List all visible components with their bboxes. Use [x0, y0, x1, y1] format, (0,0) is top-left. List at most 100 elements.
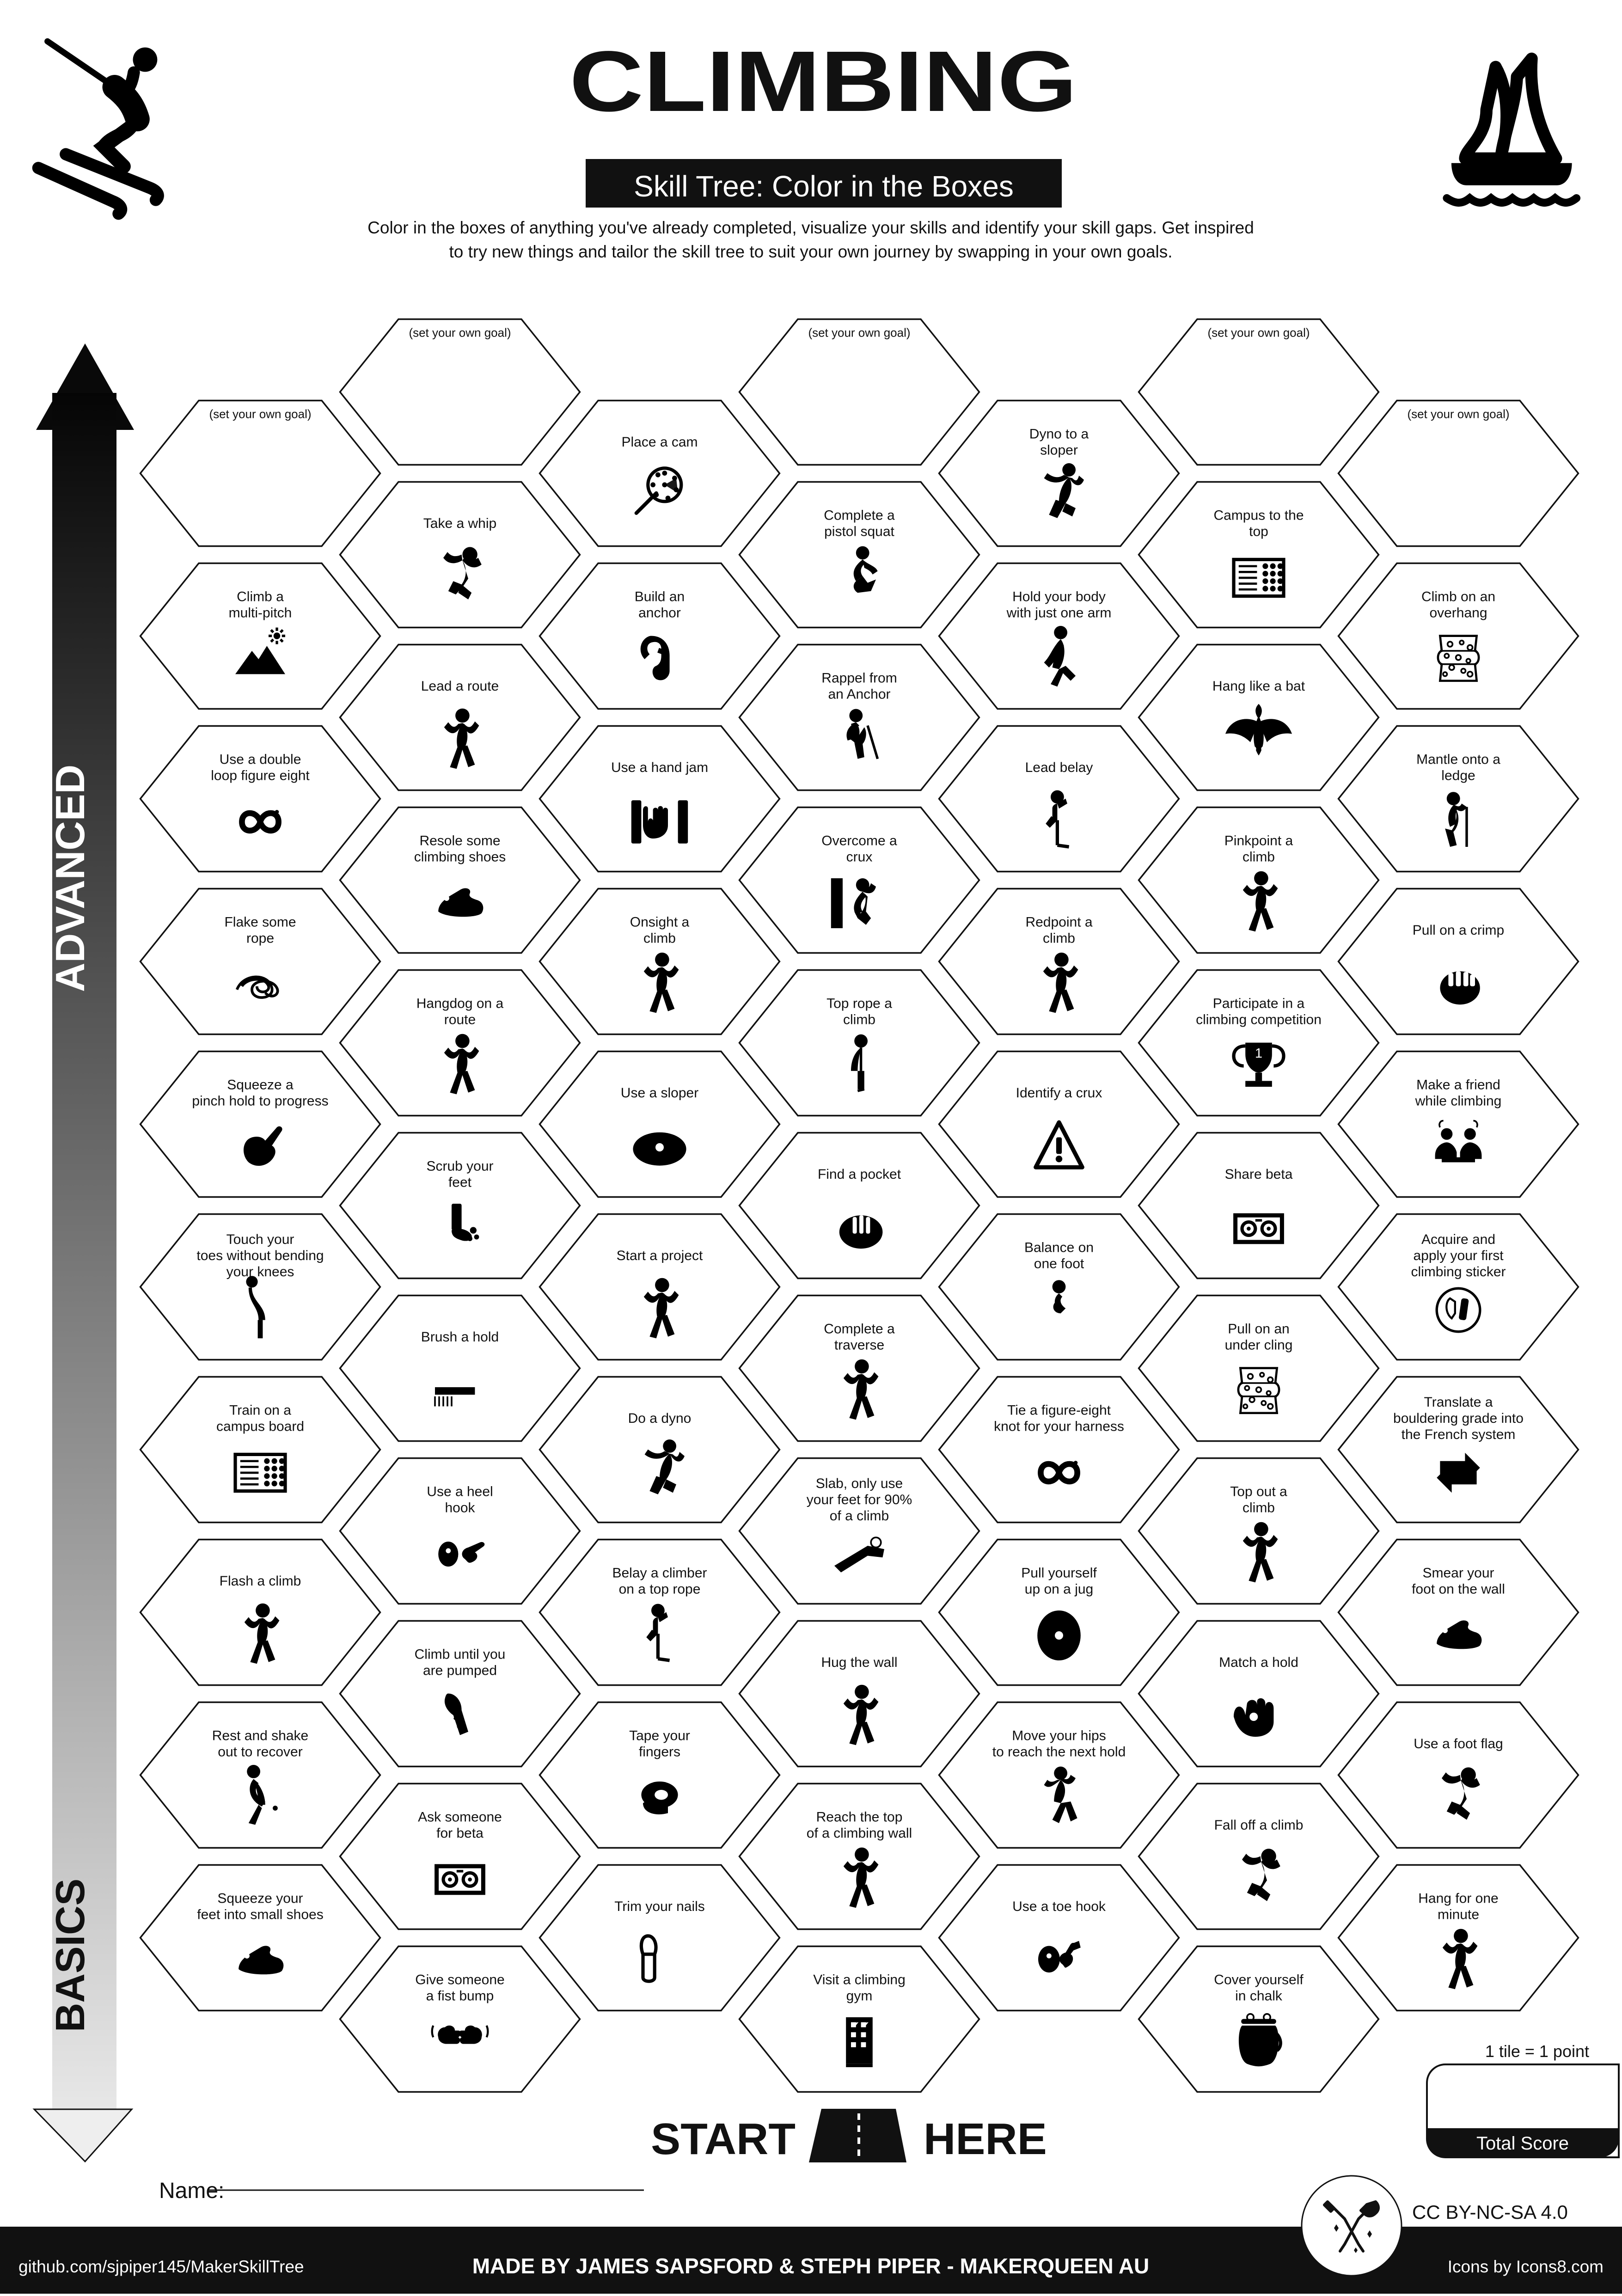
svg-text:campus board: campus board	[216, 1419, 304, 1434]
svg-text:ledge: ledge	[1441, 768, 1475, 784]
svg-text:to try new things and tailor t: to try new things and tailor the skill t…	[449, 242, 1172, 261]
svg-text:Color in the boxes of anything: Color in the boxes of anything you've al…	[367, 218, 1254, 237]
svg-text:Top out a: Top out a	[1230, 1484, 1287, 1500]
svg-text:(set your own goal): (set your own goal)	[1207, 326, 1310, 340]
svg-text:a fist bump: a fist bump	[426, 1989, 494, 2004]
svg-text:top: top	[1249, 524, 1268, 539]
svg-text:hook: hook	[445, 1500, 475, 1516]
svg-text:rope: rope	[246, 931, 274, 946]
svg-text:route: route	[444, 1012, 476, 1028]
svg-text:Climb a: Climb a	[237, 589, 284, 605]
svg-text:Ask someone: Ask someone	[418, 1810, 502, 1825]
svg-text:Do a dyno: Do a dyno	[628, 1411, 692, 1426]
svg-text:Move your hips: Move your hips	[1012, 1728, 1106, 1744]
svg-text:climb: climb	[843, 1012, 875, 1028]
svg-text:Resole some: Resole some	[419, 833, 500, 849]
svg-text:Hang like a bat: Hang like a bat	[1212, 679, 1305, 694]
svg-text:while climbing: while climbing	[1415, 1094, 1502, 1109]
svg-text:Brush a hold: Brush a hold	[421, 1329, 499, 1345]
svg-text:Complete a: Complete a	[824, 1322, 895, 1337]
svg-text:Tie a figure-eight: Tie a figure-eight	[1007, 1403, 1111, 1418]
svg-text:climbing sticker: climbing sticker	[1411, 1264, 1506, 1280]
svg-text:minute: minute	[1438, 1907, 1479, 1923]
svg-text:HERE: HERE	[924, 2114, 1047, 2164]
svg-text:Use a foot flag: Use a foot flag	[1414, 1736, 1503, 1751]
svg-text:Cover yourself: Cover yourself	[1214, 1972, 1304, 1988]
svg-text:sloper: sloper	[1040, 443, 1078, 458]
svg-text:Make a friend: Make a friend	[1416, 1078, 1500, 1093]
svg-text:Use a sloper: Use a sloper	[621, 1085, 698, 1101]
svg-text:of a climbing wall: of a climbing wall	[807, 1826, 912, 1841]
svg-text:in chalk: in chalk	[1235, 1989, 1283, 2004]
svg-text:Pull on a crimp: Pull on a crimp	[1413, 923, 1504, 938]
svg-text:Match a hold: Match a hold	[1219, 1655, 1298, 1670]
svg-text:Lead belay: Lead belay	[1025, 760, 1093, 775]
svg-text:multi-pitch: multi-pitch	[229, 606, 292, 621]
svg-text:Rest and shake: Rest and shake	[212, 1728, 308, 1744]
svg-text:Campus to the: Campus to the	[1213, 508, 1304, 523]
svg-text:loop figure eight: loop figure eight	[211, 768, 310, 784]
svg-text:Climb on an: Climb on an	[1421, 589, 1495, 605]
svg-text:Start a project: Start a project	[617, 1248, 703, 1263]
svg-text:Pull yourself: Pull yourself	[1021, 1566, 1097, 1581]
svg-text:Hangdog on a: Hangdog on a	[416, 996, 504, 1011]
svg-text:Give someone: Give someone	[415, 1972, 504, 1988]
svg-text:Pull on an: Pull on an	[1228, 1322, 1289, 1337]
svg-text:MADE BY JAMES SAPSFORD & STEPH: MADE BY JAMES SAPSFORD & STEPH PIPER - M…	[472, 2254, 1150, 2278]
svg-text:Balance on: Balance on	[1024, 1240, 1094, 1255]
svg-text:Overcome a: Overcome a	[821, 833, 897, 849]
svg-text:your knees: your knees	[226, 1264, 294, 1280]
svg-text:your feet for 90%: your feet for 90%	[807, 1492, 912, 1507]
svg-text:ADVANCED: ADVANCED	[47, 765, 93, 992]
svg-text:of a climb: of a climb	[830, 1508, 889, 1524]
svg-text:Tape your: Tape your	[629, 1728, 690, 1744]
svg-text:Dyno to a: Dyno to a	[1029, 427, 1089, 442]
svg-text:Belay a climber: Belay a climber	[612, 1566, 707, 1581]
svg-text:Complete a: Complete a	[824, 508, 895, 523]
svg-text:1: 1	[1255, 1046, 1262, 1061]
svg-text:pinch hold to progress: pinch hold to progress	[192, 1094, 328, 1109]
svg-text:Train on a: Train on a	[229, 1403, 291, 1418]
svg-text:Squeeze a: Squeeze a	[227, 1078, 294, 1093]
svg-text:Lead a route: Lead a route	[421, 679, 499, 694]
svg-text:Use a toe hook: Use a toe hook	[1012, 1899, 1106, 1914]
svg-text:github.com/sjpiper145/MakerSki: github.com/sjpiper145/MakerSkillTree	[18, 2257, 304, 2276]
svg-text:an Anchor: an Anchor	[828, 687, 890, 702]
svg-text:Scrub your: Scrub your	[426, 1159, 493, 1174]
svg-text:toes without bending: toes without bending	[196, 1248, 324, 1263]
svg-text:Hang for one: Hang for one	[1418, 1891, 1498, 1906]
svg-text:Translate a: Translate a	[1424, 1395, 1493, 1410]
svg-text:Top rope a: Top rope a	[826, 996, 892, 1011]
svg-text:Hug the wall: Hug the wall	[821, 1655, 897, 1670]
svg-text:gym: gym	[846, 1989, 873, 2004]
svg-text:Pinkpoint a: Pinkpoint a	[1224, 833, 1293, 849]
svg-text:Place a cam: Place a cam	[621, 435, 698, 450]
svg-text:one foot: one foot	[1034, 1256, 1084, 1272]
svg-text:(set your own goal): (set your own goal)	[808, 326, 910, 340]
svg-text:Hold your body: Hold your body	[1012, 589, 1106, 605]
svg-text:Acquire and: Acquire and	[1421, 1232, 1495, 1247]
svg-text:Reach the top: Reach the top	[816, 1810, 903, 1825]
svg-text:1 tile = 1 point: 1 tile = 1 point	[1485, 2042, 1589, 2061]
svg-text:climb: climb	[1243, 1500, 1275, 1516]
svg-text:overhang: overhang	[1429, 606, 1487, 621]
svg-text:foot on the wall: foot on the wall	[1412, 1582, 1505, 1597]
svg-text:pistol squat: pistol squat	[824, 524, 894, 539]
svg-text:(set your own goal): (set your own goal)	[409, 326, 511, 340]
svg-text:Visit a climbing: Visit a climbing	[813, 1972, 906, 1988]
svg-text:climbing shoes: climbing shoes	[414, 850, 506, 865]
svg-text:Find a pocket: Find a pocket	[818, 1167, 901, 1182]
svg-text:Use a double: Use a double	[220, 752, 301, 767]
svg-text:Take a whip: Take a whip	[423, 516, 496, 531]
svg-text:under cling: under cling	[1225, 1338, 1293, 1353]
svg-text:the French system: the French system	[1402, 1427, 1516, 1442]
svg-text:on a top rope: on a top rope	[619, 1582, 701, 1597]
svg-text:with just one arm: with just one arm	[1006, 606, 1112, 621]
svg-text:(set your own goal): (set your own goal)	[209, 407, 311, 421]
svg-text:Fall off a climb: Fall off a climb	[1214, 1818, 1304, 1833]
svg-text:Identify a crux: Identify a crux	[1016, 1085, 1102, 1101]
svg-text:Use a heel: Use a heel	[427, 1484, 493, 1500]
svg-text:Flake some: Flake some	[224, 915, 296, 930]
svg-text:climb: climb	[1243, 850, 1275, 865]
svg-text:Climb until you: Climb until you	[415, 1647, 506, 1662]
